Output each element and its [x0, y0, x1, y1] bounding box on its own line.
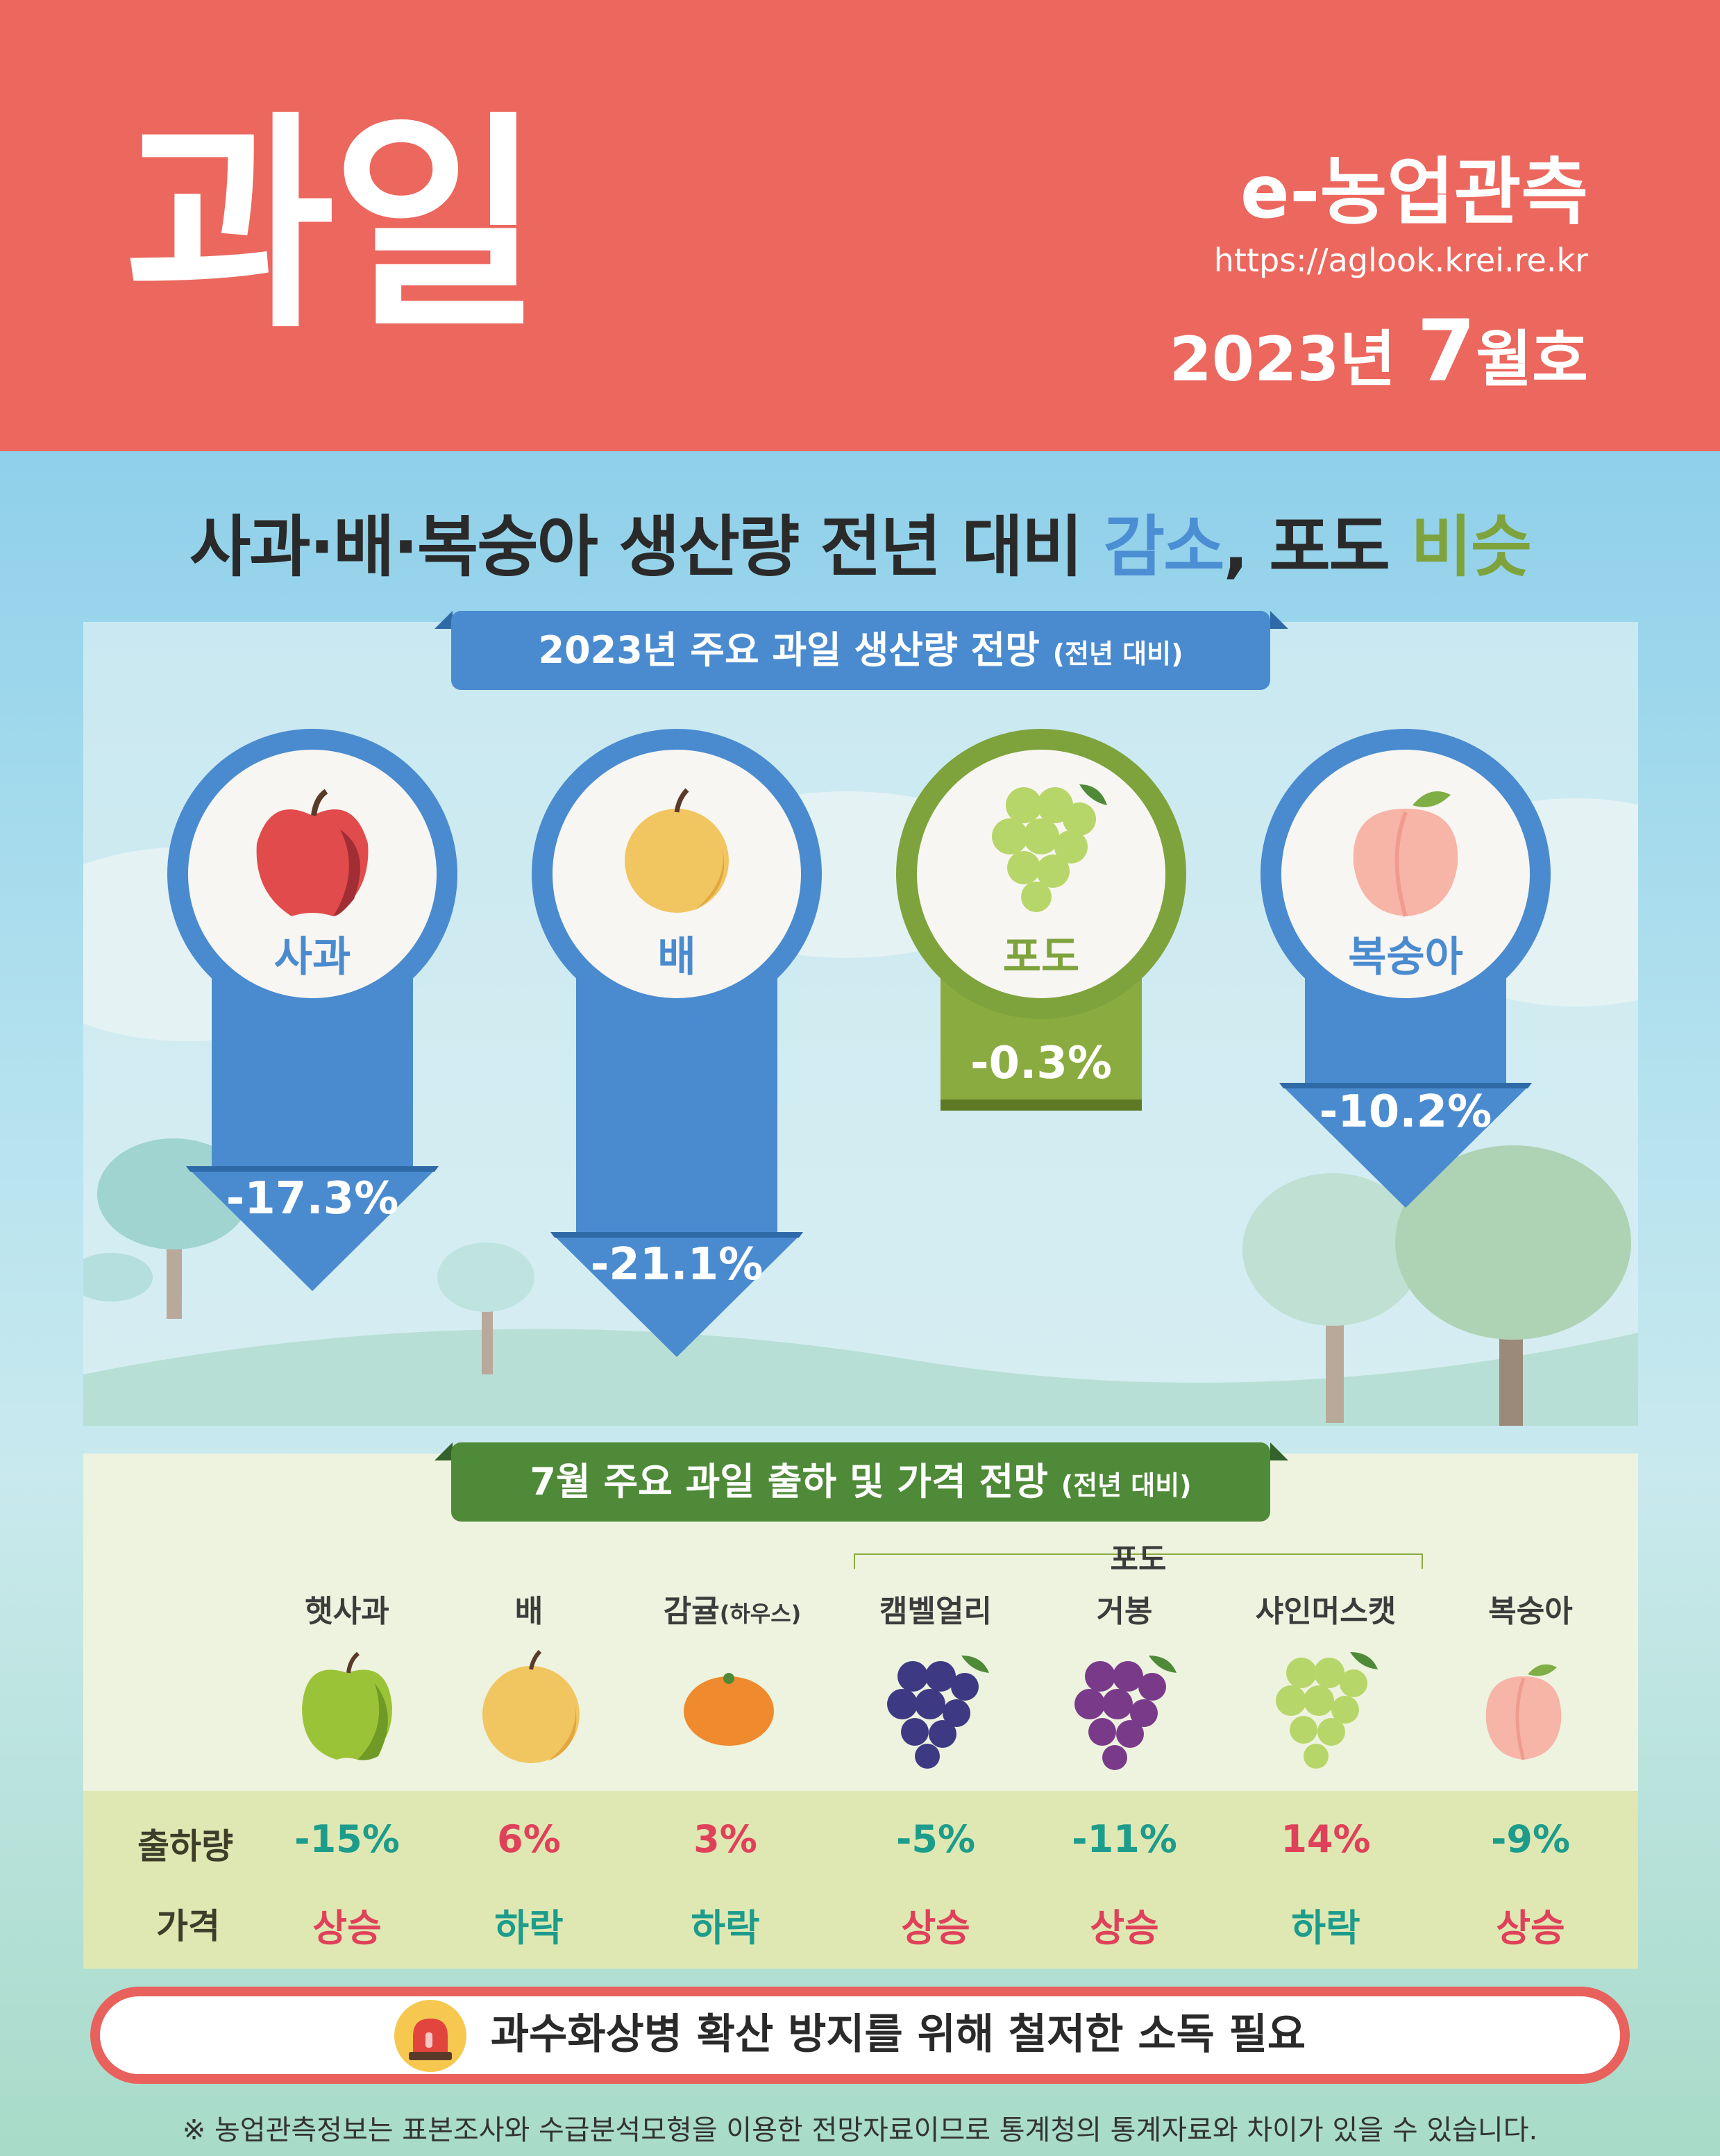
production-title: 2023년 주요 과일 생산량 전망 [538, 628, 1040, 672]
volume-pear: 6% [497, 1817, 561, 1861]
price-tangerine: 하락 [691, 1906, 760, 1950]
pear-arrow-head [550, 1232, 803, 1357]
issue-year: 2023년 [1169, 323, 1396, 395]
volume-shine-muscat: 14% [1281, 1817, 1371, 1861]
price-shine-muscat: 하락 [1291, 1906, 1360, 1950]
apple-label: 사과 [273, 933, 351, 982]
row-label-volume: 출하량 [137, 1826, 233, 1867]
volume-tangerine: 3% [693, 1817, 757, 1861]
volume-kyoho: -11% [1072, 1817, 1177, 1861]
col-name-kyoho: 거봉 [1096, 1594, 1153, 1629]
alert-message: 과수화상병 확산 방지를 위해 철저한 소독 필요 [490, 2010, 1306, 2059]
pear-icon [625, 788, 729, 913]
page-title: 과일 [125, 92, 542, 359]
green-grape-icon [1276, 1652, 1378, 1769]
volume-peach: -9% [1490, 1817, 1571, 1861]
headline-decrease: 감소 [1103, 508, 1225, 586]
ribbon-fold-left [435, 611, 453, 629]
shipment-title: 7월 주요 과일 출하 및 가격 전망 [530, 1460, 1048, 1504]
peach-label: 복숭아 [1348, 933, 1463, 982]
purple-grape-icon [1074, 1656, 1177, 1770]
peach-arrow-head [1279, 1083, 1532, 1208]
grape-bar-shadow [941, 1100, 1142, 1111]
peach-change: -10.2% [1319, 1086, 1492, 1138]
volume-new-apple: -15% [294, 1817, 400, 1861]
ribbon-fold-right [1270, 1442, 1288, 1460]
row-label-price: 가격 [156, 1906, 220, 1946]
header-banner [0, 0, 1720, 451]
price-campbell: 상승 [901, 1906, 970, 1950]
apple-icon [256, 789, 369, 916]
headline-part2: , 포도 [1223, 508, 1411, 586]
grape-group-bracket [854, 1553, 1423, 1555]
shipment-title-note: (전년 대비) [1061, 1470, 1192, 1501]
apple-arrow-head [186, 1166, 439, 1291]
col-name-tangerine: 감귤(하우스) [642, 1586, 823, 1631]
price-pear: 하락 [494, 1906, 564, 1950]
price-kyoho: 상승 [1090, 1906, 1159, 1950]
pear-label: 배 [657, 933, 696, 982]
issue-suffix: 월호 [1476, 323, 1588, 395]
ribbon-fold-right [1270, 611, 1288, 629]
col-name-shine-muscat: 샤인머스캣 [1255, 1594, 1397, 1629]
price-peach: 상승 [1496, 1906, 1565, 1950]
issue-label: 2023년 7월호 [1170, 309, 1588, 394]
green-apple-icon [302, 1652, 392, 1760]
grape-group-bracket-left [854, 1553, 855, 1569]
brand-name: e-농업관측 [1240, 150, 1588, 235]
volume-campbell: -5% [895, 1817, 976, 1861]
shipment-title-ribbon: 7월 주요 과일 출하 및 가격 전망 (전년 대비) [451, 1442, 1270, 1522]
issue-month: 7 [1417, 302, 1476, 401]
apple-change: -17.3% [226, 1173, 399, 1224]
tangerine-icon [684, 1673, 774, 1746]
price-new-apple: 상승 [312, 1906, 382, 1950]
grape-group-label: 포도 [1110, 1542, 1167, 1577]
headline-similar: 비슷 [1410, 508, 1532, 586]
peach-icon [1353, 791, 1458, 917]
col-name-tangerine-text: 감귤 [663, 1594, 720, 1629]
pear-change: -21.1% [590, 1239, 764, 1290]
headline-part1: 사과·배·복숭아 생산량 전년 대비 [189, 508, 1104, 586]
grape-group-bracket-right [1422, 1553, 1423, 1569]
col-name-new-apple: 햇사과 [305, 1594, 389, 1629]
ribbon-fold-left [435, 1442, 453, 1460]
headline: 사과·배·복숭아 생산량 전년 대비 감소, 포도 비슷 [0, 493, 1720, 589]
grape-icon [992, 784, 1107, 912]
alert-box [90, 1987, 1630, 2084]
siren-icon [394, 2000, 466, 2072]
site-url[interactable]: https://aglook.krei.re.kr [1213, 242, 1588, 279]
grape-change: -0.3% [970, 1038, 1113, 1089]
pear-icon [482, 1649, 580, 1763]
dark-grape-icon [887, 1656, 989, 1769]
alert-text: 과수화상병 확산 방지를 위해 철저한 소독 필요 [0, 2001, 1720, 2061]
shipment-values-band [83, 1791, 1638, 1969]
col-name-peach: 복숭아 [1488, 1594, 1573, 1629]
production-title-ribbon: 2023년 주요 과일 생산량 전망 (전년 대비) [451, 611, 1270, 690]
col-name-tangerine-note: (하우스) [719, 1601, 802, 1627]
peach-icon [1485, 1664, 1562, 1760]
col-name-pear: 배 [514, 1594, 543, 1629]
grape-label: 포도 [1002, 933, 1080, 982]
footnote: ※ 농업관측정보는 표본조사와 수급분석모형을 이용한 전망자료이므로 통계청의… [182, 2114, 1538, 2146]
col-name-campbell: 캠벨얼리 [879, 1594, 992, 1629]
production-title-note: (전년 대비) [1052, 639, 1183, 669]
